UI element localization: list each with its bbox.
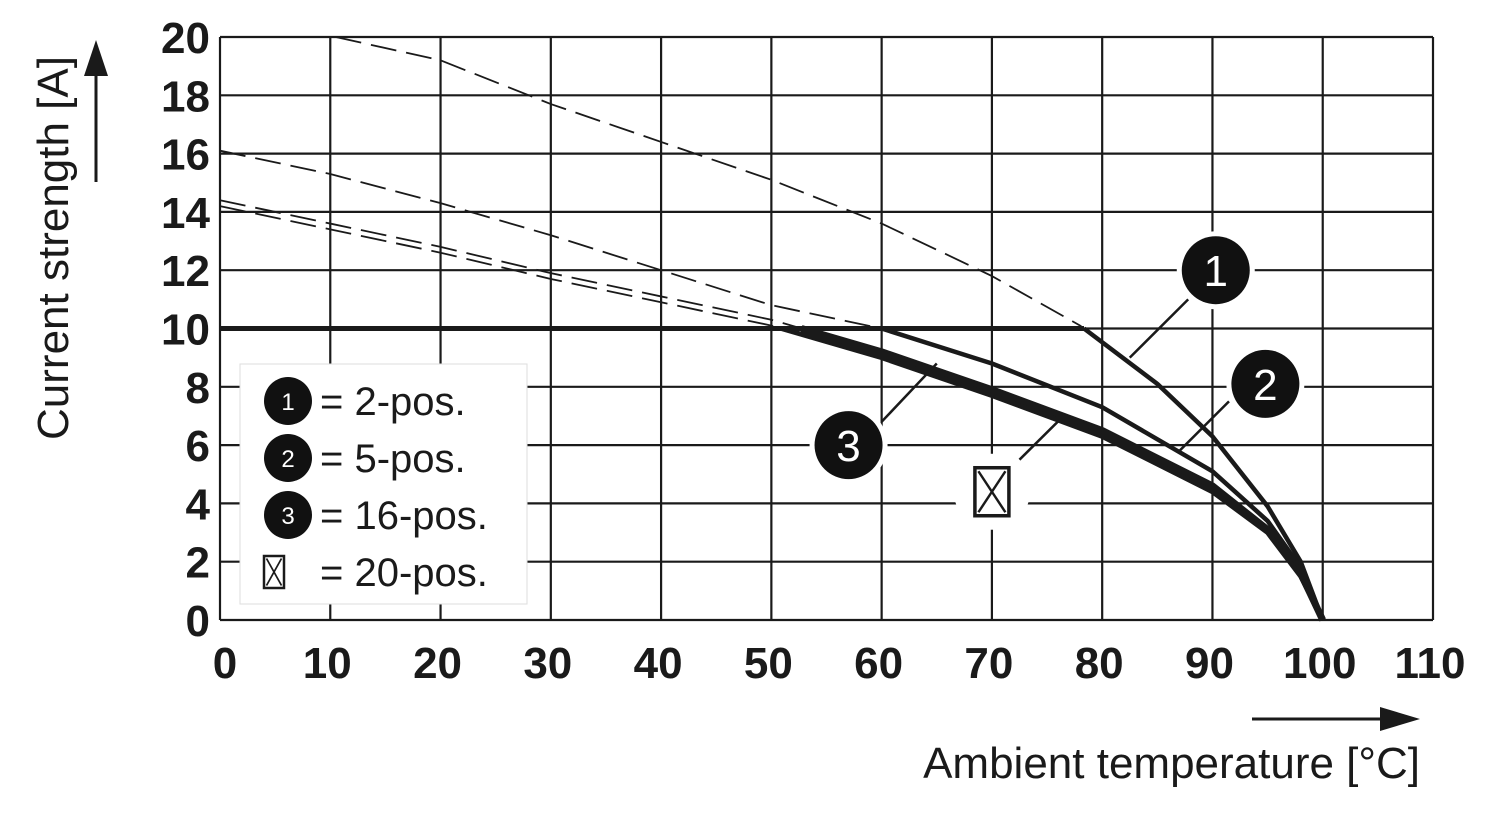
badge-label: 2 [1253, 361, 1277, 410]
legend-badge [264, 377, 312, 425]
legend-badge-label: 1 [281, 389, 294, 416]
y-tick-label: 6 [186, 422, 210, 471]
callout-2: 2 [1178, 344, 1305, 452]
y-tick-label: 20 [161, 14, 210, 63]
callout-leader [880, 362, 938, 423]
legend-item: 1 = 2-pos. [264, 377, 466, 425]
legend-label: = 20-pos. [320, 551, 488, 595]
callout-leader [1018, 415, 1065, 461]
y-axis-title: Current strength [A] [29, 56, 78, 440]
legend-badge-label: 3 [281, 503, 294, 530]
legend: 1 = 2-pos. 2 = 5-pos. 3 = 16-pos. = 20-pos. [239, 363, 528, 605]
legend-badge [264, 491, 312, 539]
y-tick-label: 14 [161, 189, 210, 238]
curve-extrapolated-2 [219, 149, 882, 330]
badge-circle [814, 411, 883, 480]
badge-label: 1 [1204, 247, 1228, 296]
curve-derating-box [780, 326, 1325, 622]
x-tick-label: 30 [523, 639, 572, 688]
tick-labels: 0 10 20 30 40 50 60 70 80 90 100 110024681012141618… [161, 14, 1465, 688]
legend-item: 2 = 5-pos. [264, 434, 466, 482]
x-axis-title-group: Ambient temperature [°C] [923, 707, 1420, 788]
box-marker-cross [265, 558, 283, 586]
x-tick-label: 80 [1075, 639, 1124, 688]
x-axis-title: Ambient temperature [°C] [923, 739, 1420, 788]
y-axis-title-group: Current strength [A] [29, 40, 108, 440]
callout-3: 3 [809, 362, 938, 485]
callouts: 1 2 3 [809, 231, 1305, 530]
callout-leader [1178, 400, 1230, 452]
legend-label: = 5-pos. [320, 437, 466, 481]
y-tick-label: 10 [161, 306, 210, 355]
legend-badge [264, 434, 312, 482]
x-tick-label: 20 [413, 639, 462, 688]
y-tick-label: 4 [186, 480, 211, 529]
y-tick-label: 8 [186, 364, 210, 413]
x-axis-arrow-head [1380, 707, 1420, 731]
callout-box [953, 415, 1065, 530]
y-tick-label: 12 [161, 247, 210, 296]
y-tick-label: 18 [161, 72, 210, 121]
y-tick-label: 0 [186, 597, 210, 646]
y-tick-label: 16 [161, 131, 210, 180]
x-tick-label: 100 [1283, 639, 1356, 688]
box-marker-cross [977, 470, 1007, 513]
curve-extrapolated-1 [335, 36, 1085, 330]
x-tick-label: 110 [1395, 639, 1466, 688]
badge-label: 3 [836, 422, 860, 471]
curve-extrapolated-box [219, 205, 782, 330]
x-tick-label: 40 [634, 639, 683, 688]
legend-badge-label: 2 [281, 446, 294, 473]
x-tick-label: 60 [854, 639, 903, 688]
curves [219, 36, 1326, 622]
badge-circle [1231, 349, 1300, 418]
callout-1: 1 [1128, 231, 1255, 359]
legend-label: = 2-pos. [320, 380, 466, 424]
legend-label: = 16-pos. [320, 494, 488, 538]
legend-item: 3 = 16-pos. [264, 491, 488, 539]
x-tick-label: 70 [964, 639, 1013, 688]
legend-item: = 20-pos. [262, 551, 488, 595]
x-tick-label: 50 [744, 639, 793, 688]
x-tick-label: 10 [303, 639, 352, 688]
x-tick-label: 90 [1185, 639, 1234, 688]
y-axis-arrow-head [84, 40, 108, 76]
badge-circle [1181, 236, 1250, 305]
curve-extrapolated-3 [219, 199, 802, 330]
curve-derating-2 [880, 326, 1325, 621]
x-tick-label: 0 [213, 639, 237, 688]
callout-leader [1128, 298, 1190, 359]
y-tick-label: 2 [186, 539, 210, 588]
